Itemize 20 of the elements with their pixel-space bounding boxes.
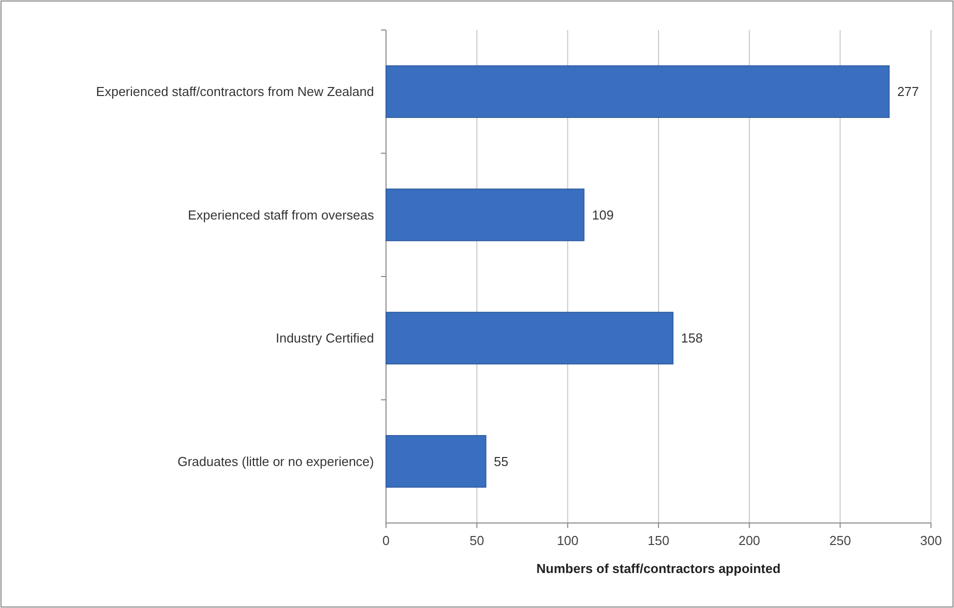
bar [386, 65, 890, 118]
bar [386, 312, 674, 364]
bar [386, 435, 486, 488]
y-tick-label: Experienced staff/contractors from New Zealand [96, 84, 374, 100]
data-label: 109 [592, 207, 614, 222]
data-label: 277 [897, 84, 919, 100]
data-label: 158 [681, 330, 703, 346]
x-tick-label: 300 [920, 533, 942, 548]
x-tick-label: 200 [738, 533, 760, 548]
x-tick-label: 150 [648, 533, 670, 548]
x-axis-title: Numbers of staff/contractors appointed [536, 561, 781, 576]
x-tick-label: 0 [382, 533, 390, 548]
data-label: 55 [494, 454, 508, 469]
bar [386, 188, 584, 242]
y-tick-label: Experienced staff from overseas [188, 207, 374, 222]
y-tick-label: Graduates (little or no experience) [177, 454, 374, 469]
x-tick-label: 50 [470, 533, 484, 548]
x-tick-label: 100 [556, 533, 579, 548]
x-tick-label: 250 [829, 533, 852, 548]
y-tick-label: Industry Certified [276, 330, 374, 346]
